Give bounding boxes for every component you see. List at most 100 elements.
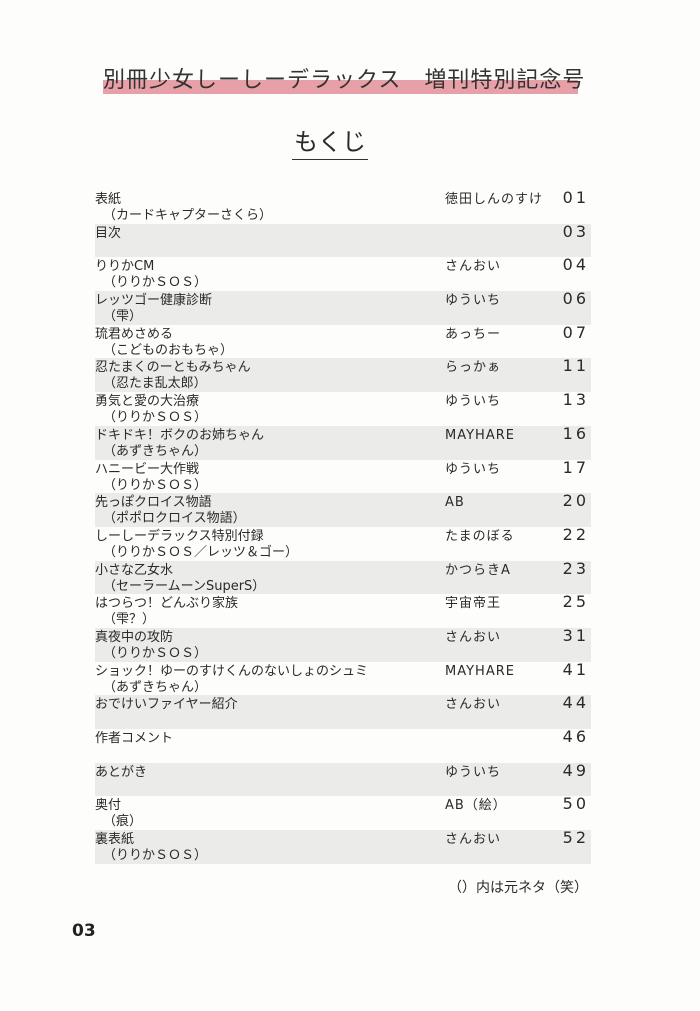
toc-heading-wrap: もくじ <box>0 122 660 160</box>
entry-page: 46 <box>562 727 589 746</box>
toc-row: 勇気と愛の大治療 （りりかＳＯＳ） ゆういち 13 <box>95 392 591 426</box>
toc-row: ドキドキ！ボクのお姉ちゃん （あずきちゃん） MAYHARE 16 <box>95 423 591 460</box>
toc-row: 真夜中の攻防 （りりかＳＯＳ） さんおい 31 <box>95 625 591 662</box>
toc-row: 忍たまくのーともみちゃん （忍たま乱太郎） らっかぁ 11 <box>95 356 591 393</box>
entry-origin: （あずきちゃん） <box>103 679 208 695</box>
toc-row: レッツゴー健康診断 （雫） ゆういち 06 <box>95 291 591 325</box>
entry-origin: （りりかＳＯＳ） <box>103 410 208 426</box>
toc-row: 奥付 （痕） AB（絵） 50 <box>95 796 591 830</box>
entry-title: ショック！ゆーのすけくんのないしょのシュミ <box>95 663 369 679</box>
entry-title: おでけいファイヤー紹介 <box>95 697 238 713</box>
toc-row: あとがき ゆういち 49 <box>95 760 591 797</box>
toc-row: 表紙 （カードキャプターさくら） 徳田しんのすけ 01 <box>95 190 591 224</box>
title-highlight-bar <box>103 80 578 94</box>
entry-title: ドキドキ！ボクのお姉ちゃん <box>95 427 265 443</box>
entry-page: 49 <box>562 760 589 780</box>
entry-page: 22 <box>562 524 589 544</box>
toc-row: しーしーデラックス特別付録 （りりかＳＯＳ／レッツ＆ゴー） たまのぼる 22 <box>95 524 591 561</box>
entry-author: かつらきA <box>445 562 511 578</box>
entry-title: はつらつ！どんぶり家族 <box>95 596 239 612</box>
entry-title: りりかCM <box>95 259 155 275</box>
entry-title: 表紙 <box>95 192 122 207</box>
entry-author: ゆういち <box>445 764 502 780</box>
entry-origin: （カードキャプターさくら） <box>103 208 273 223</box>
entry-origin: （こどものおもちゃ） <box>103 342 234 358</box>
entry-author: MAYHARE <box>445 427 515 443</box>
entry-title: 勇気と愛の大治療 <box>95 394 200 410</box>
entry-title: 真夜中の攻防 <box>95 629 174 645</box>
toc-row: はつらつ！どんぶり家族 （雫？） 宇宙帝王 25 <box>95 594 591 628</box>
entry-origin: （りりかＳＯＳ） <box>103 645 208 661</box>
entry-title: しーしーデラックス特別付録 <box>95 528 264 544</box>
entry-author: あっちー <box>445 326 502 342</box>
entry-page: 01 <box>562 188 589 207</box>
entry-author: 徳田しんのすけ <box>445 192 544 207</box>
entry-origin: （りりかＳＯＳ） <box>103 275 208 291</box>
entry-page: 44 <box>562 693 589 713</box>
entry-title: あとがき <box>95 764 148 780</box>
entry-origin: （ポポロクロイス物語） <box>103 511 246 527</box>
toc-row: 目次 03 <box>95 221 591 258</box>
entry-title: 裏表紙 <box>95 832 135 848</box>
entry-page: 06 <box>562 289 589 309</box>
entry-origin: （忍たま乱太郎） <box>103 376 207 392</box>
entry-author: AB（絵） <box>445 798 507 814</box>
entry-page: 23 <box>562 558 589 578</box>
entry-page: 41 <box>562 659 589 679</box>
entry-author: さんおい <box>445 832 502 848</box>
toc-row: ショック！ゆーのすけくんのないしょのシュミ （あずきちゃん） MAYHARE 41 <box>95 659 591 696</box>
toc-table: 表紙 （カードキャプターさくら） 徳田しんのすけ 01 目次 03 りりかCM （りりかＳＯＳ… <box>95 190 591 864</box>
entry-page: 03 <box>562 221 589 241</box>
entry-page: 52 <box>562 828 589 848</box>
toc-row: 裏表紙 （りりかＳＯＳ） さんおい 52 <box>95 830 591 864</box>
entry-title: 琉君めさめる <box>95 326 174 342</box>
entry-author: さんおい <box>445 629 502 645</box>
entry-title: 忍たまくのーともみちゃん <box>95 360 251 376</box>
entry-author: AB <box>445 495 465 511</box>
entry-origin: （雫？） <box>103 612 156 628</box>
entry-author: 宇宙帝王 <box>445 596 502 612</box>
toc-row: 作者コメント 46 <box>95 729 591 763</box>
entry-title: 先っぽクロイス物語 <box>95 495 212 511</box>
entry-page: 16 <box>562 423 589 443</box>
entry-author: さんおい <box>445 697 502 713</box>
entry-origin: （りりかＳＯＳ／レッツ＆ゴー） <box>103 544 299 560</box>
entry-page: 50 <box>562 794 589 814</box>
entry-origin: （雫） <box>103 309 143 325</box>
toc-row: 琉君めさめる （こどものおもちゃ） あっちー 07 <box>95 322 591 359</box>
toc-row: おでけいファイヤー紹介 さんおい 44 <box>95 695 591 729</box>
entry-title: 作者コメント <box>95 731 174 746</box>
toc-row: ハニービー大作戦 （りりかＳＯＳ） ゆういち 17 <box>95 457 591 494</box>
entry-page: 20 <box>562 491 589 511</box>
toc-row: りりかCM （りりかＳＯＳ） さんおい 04 <box>95 257 591 291</box>
entry-title: レッツゴー健康診断 <box>95 293 213 309</box>
toc-heading: もくじ <box>292 128 368 160</box>
entry-origin: （あずきちゃん） <box>103 443 208 459</box>
page-header: 別冊少女しーしーデラックス 増刊特別記念号 <box>103 62 586 98</box>
page-number: 03 <box>72 921 96 941</box>
magazine-title: 別冊少女しーしーデラックス 増刊特別記念号 <box>103 68 586 93</box>
entry-page: 17 <box>562 457 589 477</box>
entry-page: 07 <box>562 322 589 342</box>
entry-author: ゆういち <box>445 293 502 309</box>
entry-author: らっかぁ <box>445 360 502 376</box>
entry-title: 奥付 <box>95 798 122 814</box>
entry-author: MAYHARE <box>445 663 515 679</box>
entry-page: 11 <box>562 356 589 376</box>
entry-origin: （セーラームーンSuperS） <box>103 578 266 594</box>
entry-page: 13 <box>562 390 589 410</box>
entry-title: 小さな乙女水 <box>95 562 174 578</box>
footnote: （）内は元ネタ（笑） <box>448 880 588 896</box>
entry-origin: （りりかＳＯＳ） <box>103 477 208 493</box>
entry-page: 25 <box>562 592 589 612</box>
entry-page: 04 <box>562 255 589 275</box>
entry-author: ゆういち <box>445 394 502 410</box>
toc-row: 小さな乙女水 （セーラームーンSuperS） かつらきA 23 <box>95 558 591 595</box>
entry-title: ハニービー大作戦 <box>95 461 200 477</box>
toc-row: 先っぽクロイス物語 （ポポロクロイス物語） AB 20 <box>95 493 591 527</box>
entry-origin: （りりかＳＯＳ） <box>103 848 208 864</box>
entry-origin: （痕） <box>103 814 143 830</box>
entry-page: 31 <box>562 625 589 645</box>
entry-author: ゆういち <box>445 461 502 477</box>
entry-author: たまのぼる <box>445 528 515 544</box>
